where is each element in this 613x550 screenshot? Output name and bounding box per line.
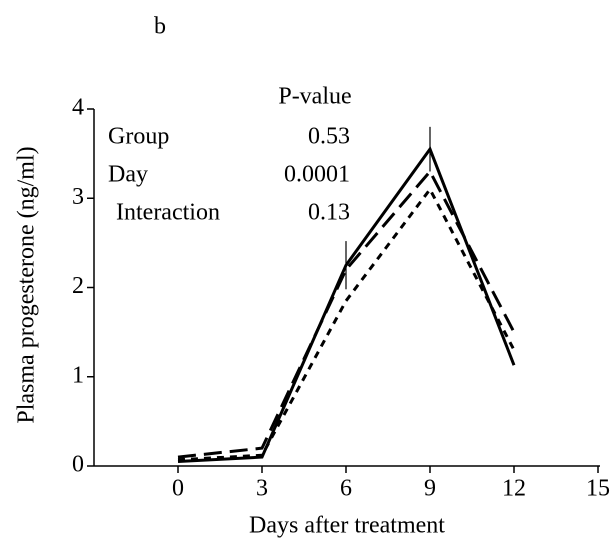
annotation-value: 0.0001 xyxy=(284,162,350,188)
y-tick-label: 4 xyxy=(72,95,84,121)
annotation-value: 0.13 xyxy=(308,200,350,226)
panel-label: b xyxy=(154,14,166,40)
series-line xyxy=(177,146,516,464)
series-line xyxy=(177,186,516,462)
series-line xyxy=(177,168,516,459)
x-axis-label: Days after treatment xyxy=(249,513,445,539)
y-tick-label: 2 xyxy=(72,273,84,299)
x-tick-label: 12 xyxy=(502,476,526,502)
x-tick-label: 6 xyxy=(340,476,352,502)
y-tick-label: 3 xyxy=(72,184,84,210)
annotation-label: Group xyxy=(108,124,169,150)
annotation-label: Day xyxy=(108,162,148,188)
x-tick-label: 9 xyxy=(424,476,436,502)
y-tick-label: 1 xyxy=(72,362,84,388)
x-tick-label: 3 xyxy=(256,476,268,502)
x-tick-label: 15 xyxy=(586,476,610,502)
annotation-label: Interaction xyxy=(116,200,220,226)
annotation-value: 0.53 xyxy=(308,124,350,150)
annotation-header: P-value xyxy=(278,84,351,110)
x-tick-label: 0 xyxy=(172,476,184,502)
y-tick-label: 0 xyxy=(72,452,84,478)
y-axis-label: Plasma progesterone (ng/ml) xyxy=(14,146,40,423)
